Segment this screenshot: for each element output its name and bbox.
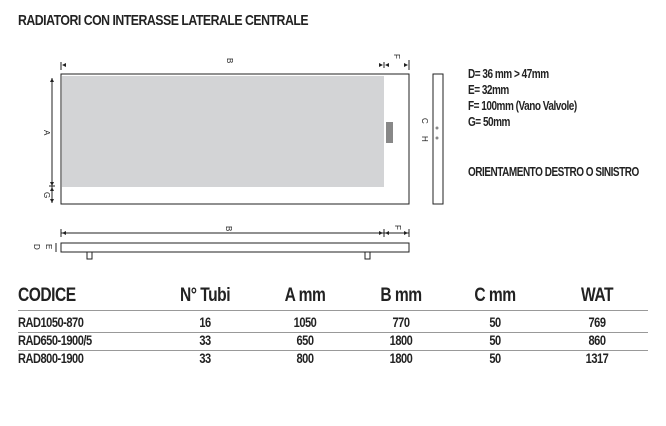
cell-c: 50 (489, 333, 501, 348)
cell-b: 770 (392, 315, 410, 330)
header-c: C mm (474, 285, 516, 306)
cell-a: 650 (296, 333, 314, 348)
label-D: D (32, 244, 41, 250)
foot-right (364, 251, 371, 260)
label-C: C (420, 118, 429, 124)
spec-f: F= 100mm (Vano Valvole) (468, 99, 577, 113)
header-tubi: N° Tubi (179, 285, 231, 306)
valve-block (386, 122, 393, 143)
foot-left (86, 251, 93, 260)
cell-tubi: 33 (199, 351, 211, 366)
top-view (60, 242, 410, 253)
radiator-diagram: B F A G C H B F D E (32, 54, 444, 260)
orientation-note: ORIENTAMENTO DESTRO O SINISTRO (468, 165, 639, 179)
header-a: A mm (284, 285, 326, 306)
label-B-bottom: B (224, 226, 233, 231)
divider (18, 310, 648, 311)
label-A: A (42, 130, 51, 136)
cell-wat: 860 (588, 333, 606, 348)
header-b: B mm (380, 285, 422, 306)
panel-surface (62, 76, 384, 187)
cell-b: 1800 (389, 333, 413, 348)
cell-c: 50 (489, 315, 501, 330)
cell-tubi: 16 (199, 315, 211, 330)
label-H: H (420, 136, 429, 142)
cell-codice: RAD800-1900 (18, 351, 84, 366)
spec-d: D= 36 mm > 47mm (468, 67, 549, 81)
cell-wat: 1317 (585, 351, 609, 366)
side-view (432, 73, 444, 205)
spec-g: G= 50mm (468, 115, 510, 129)
cell-a: 1050 (293, 315, 317, 330)
cell-tubi: 33 (199, 333, 211, 348)
spec-e: E= 32mm (468, 83, 509, 97)
divider (18, 332, 648, 333)
header-wat: WAT (580, 285, 613, 306)
cell-b: 1800 (389, 351, 413, 366)
cell-c: 50 (489, 351, 501, 366)
label-G: G (42, 192, 51, 198)
front-view (60, 73, 410, 205)
cell-codice: RAD1050-870 (18, 315, 84, 330)
label-E: E (44, 244, 53, 249)
label-B-top: B (225, 58, 234, 63)
label-F-bottom: F (393, 225, 402, 230)
divider (18, 350, 648, 351)
page-title: RADIATORI CON INTERASSE LATERALE CENTRAL… (18, 12, 309, 29)
cell-wat: 769 (588, 315, 606, 330)
label-F-top: F (392, 54, 401, 59)
cell-a: 800 (296, 351, 314, 366)
cell-codice: RAD650-1900/5 (18, 333, 92, 348)
header-codice: CODICE (18, 285, 76, 306)
